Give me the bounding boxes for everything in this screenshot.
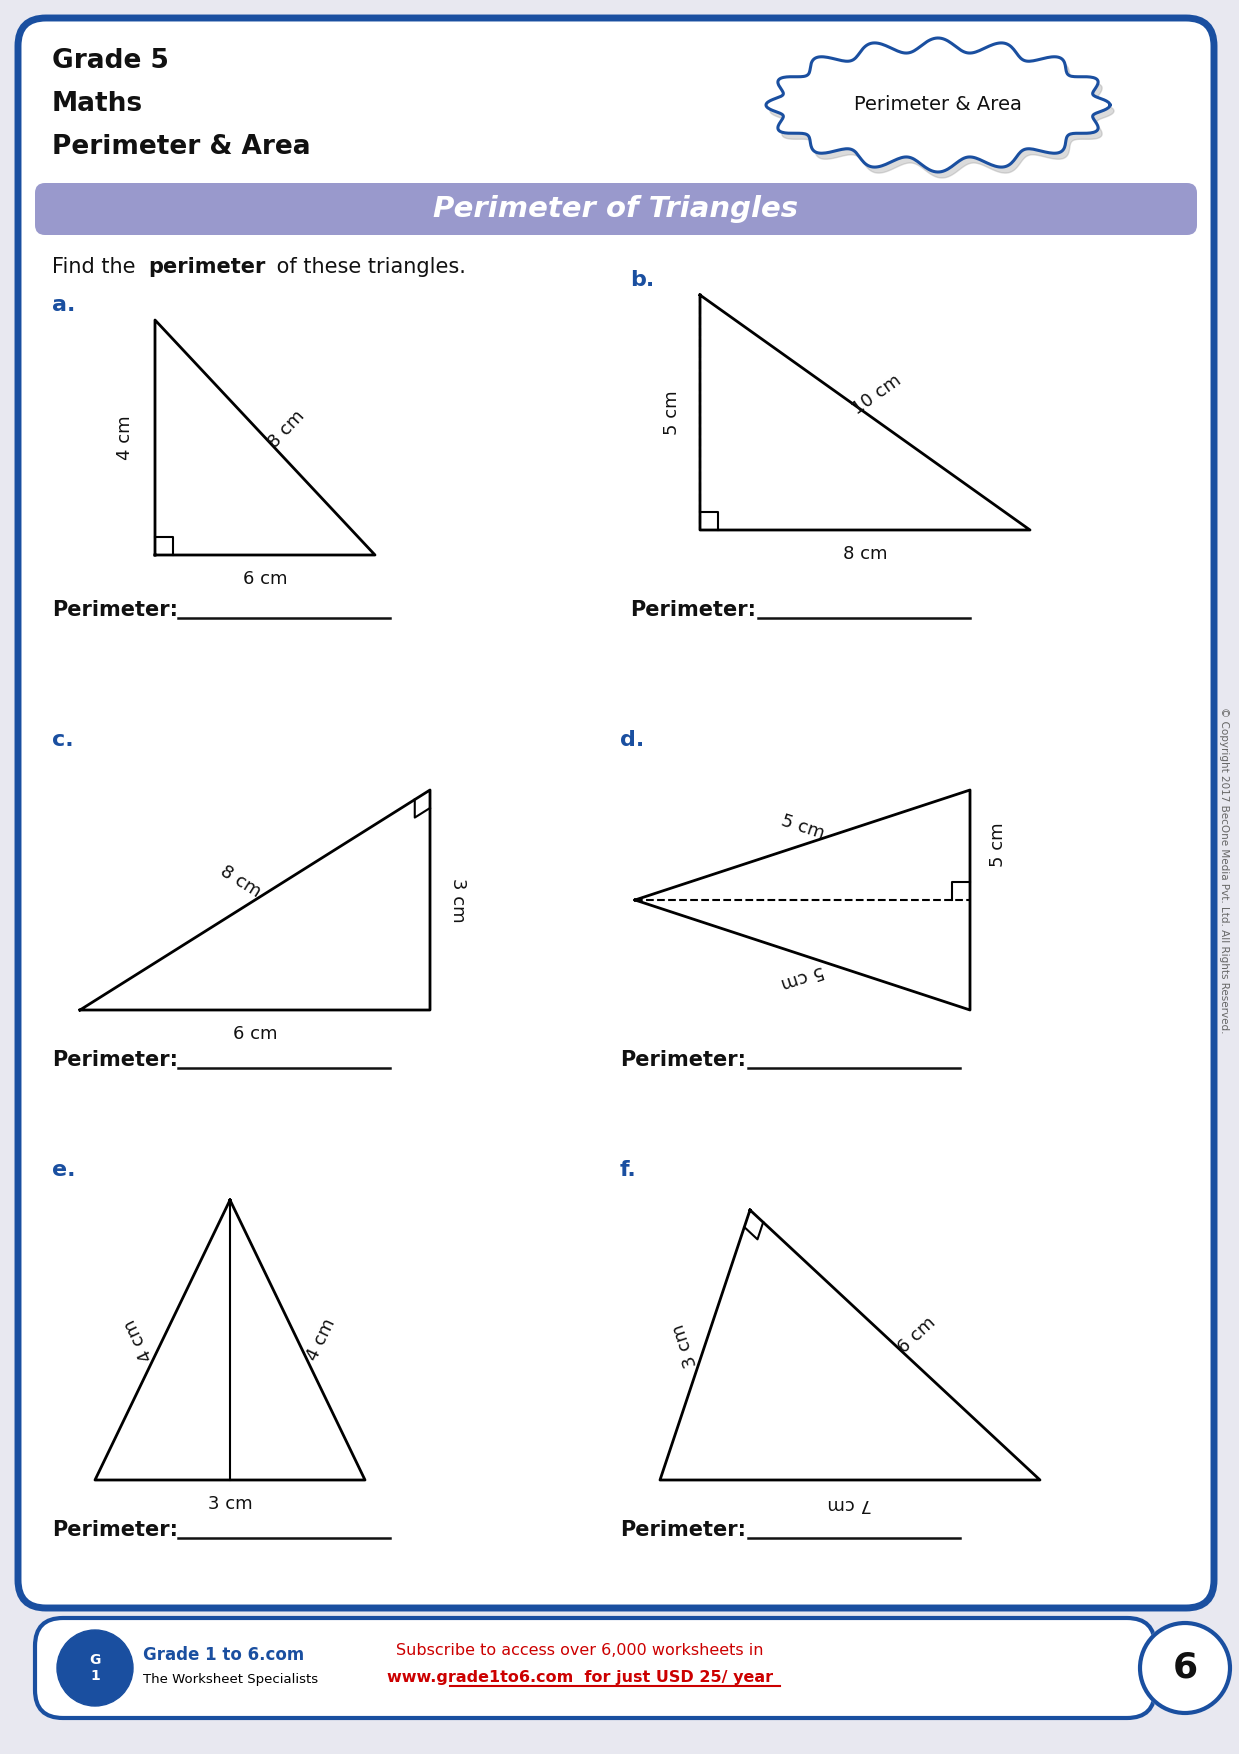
Text: b.: b. [629,270,654,289]
Text: The Worksheet Specialists: The Worksheet Specialists [142,1673,318,1686]
Text: Perimeter:: Perimeter: [52,600,178,619]
Text: 3 cm: 3 cm [669,1321,700,1370]
Text: 8 cm: 8 cm [265,407,309,453]
Text: G
1: G 1 [89,1652,100,1684]
Text: Perimeter & Area: Perimeter & Area [52,133,311,160]
Text: 4 cm: 4 cm [116,416,134,460]
Text: c.: c. [52,730,73,751]
Circle shape [1140,1622,1230,1714]
Text: Perimeter:: Perimeter: [620,1521,746,1540]
Text: © Copyright 2017 BecOne Media Pvt. Ltd. All Rights Reserved.: © Copyright 2017 BecOne Media Pvt. Ltd. … [1219,707,1229,1033]
Text: 4 cm: 4 cm [120,1316,156,1365]
Text: 6 cm: 6 cm [895,1314,939,1358]
Text: 10 cm: 10 cm [849,372,904,417]
Text: 7 cm: 7 cm [828,1494,872,1514]
Text: d.: d. [620,730,644,751]
Text: 6 cm: 6 cm [233,1024,278,1044]
Text: 3 cm: 3 cm [449,877,467,923]
Text: Perimeter of Triangles: Perimeter of Triangles [434,195,799,223]
Text: 5 cm: 5 cm [778,812,826,842]
Text: e.: e. [52,1159,76,1180]
Text: Maths: Maths [52,91,144,118]
Text: 3 cm: 3 cm [208,1494,253,1514]
Text: Grade 1 to 6.com: Grade 1 to 6.com [142,1645,305,1665]
Text: Grade 5: Grade 5 [52,47,169,74]
Text: Perimeter:: Perimeter: [52,1521,178,1540]
Text: of these triangles.: of these triangles. [270,258,466,277]
Text: a.: a. [52,295,76,316]
Text: Perimeter:: Perimeter: [620,1051,746,1070]
FancyBboxPatch shape [35,1617,1155,1717]
Polygon shape [766,39,1110,172]
Text: Find the: Find the [52,258,142,277]
Polygon shape [769,44,1114,177]
Text: www.grade1to6.com  for just USD 25/ year: www.grade1to6.com for just USD 25/ year [387,1670,773,1686]
FancyBboxPatch shape [35,182,1197,235]
Text: perimeter: perimeter [147,258,265,277]
Text: Perimeter:: Perimeter: [52,1051,178,1070]
Text: 6 cm: 6 cm [243,570,287,588]
Text: 8 cm: 8 cm [217,863,264,902]
Text: 5 cm: 5 cm [663,389,681,435]
Text: Subscribe to access over 6,000 worksheets in: Subscribe to access over 6,000 worksheet… [396,1643,763,1658]
Text: 4 cm: 4 cm [304,1316,339,1365]
Text: f.: f. [620,1159,637,1180]
Text: 6: 6 [1172,1651,1198,1686]
Text: 5 cm: 5 cm [989,823,1007,866]
Circle shape [57,1629,133,1707]
FancyBboxPatch shape [19,18,1214,1608]
Text: Perimeter & Area: Perimeter & Area [854,95,1022,114]
Text: 8 cm: 8 cm [843,545,887,563]
Text: 5 cm: 5 cm [778,961,826,993]
Text: Perimeter:: Perimeter: [629,600,756,619]
